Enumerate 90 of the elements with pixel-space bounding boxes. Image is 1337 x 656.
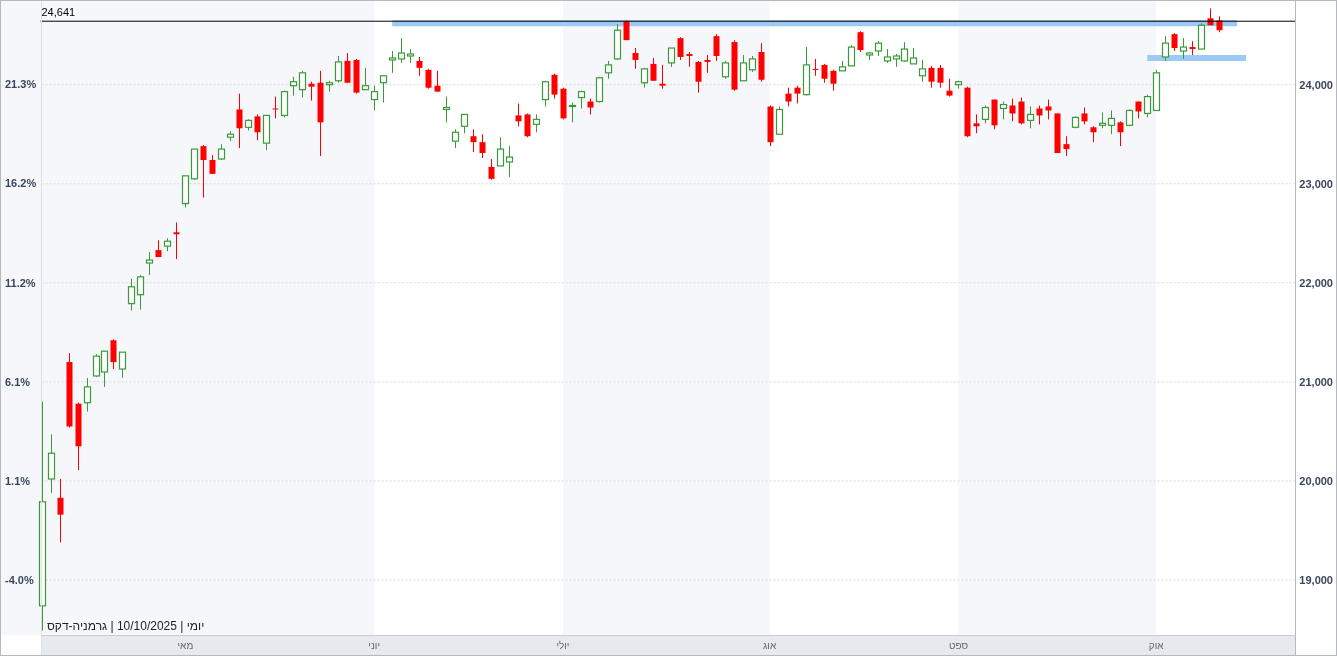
candlestick bbox=[1197, 22, 1206, 50]
candlestick bbox=[209, 154, 216, 175]
candlestick bbox=[57, 478, 64, 543]
x-tick-label: יולי bbox=[556, 640, 570, 651]
y-tick-label: 22,000 bbox=[1299, 276, 1333, 289]
candlestick bbox=[127, 278, 136, 312]
annotation: יומי | 10/10/2025 | גרמניה-דקס bbox=[47, 618, 205, 633]
y2-tick-label: 21.3% bbox=[5, 78, 37, 91]
candlestick bbox=[595, 76, 604, 104]
candlestick bbox=[830, 69, 837, 92]
candlestick bbox=[515, 103, 522, 127]
candlestick bbox=[488, 158, 495, 181]
candlestick bbox=[298, 70, 307, 99]
candlestick bbox=[289, 76, 298, 97]
candlestick bbox=[551, 73, 558, 100]
candlestick bbox=[677, 36, 684, 61]
candlestick bbox=[460, 113, 469, 134]
candlestick bbox=[857, 30, 864, 53]
y-tick-label: 24,000 bbox=[1299, 78, 1333, 91]
candlestick bbox=[847, 44, 856, 67]
y-tick-label: 21,000 bbox=[1299, 375, 1333, 388]
candlestick bbox=[272, 96, 279, 119]
y-tick-label: 19,000 bbox=[1299, 573, 1333, 586]
candlestick bbox=[254, 113, 261, 141]
candlestick bbox=[370, 85, 379, 111]
candlestick bbox=[1179, 37, 1188, 60]
candlestick bbox=[739, 54, 748, 82]
candlestick bbox=[785, 87, 792, 107]
candlestick bbox=[1107, 109, 1116, 135]
candlestick bbox=[937, 64, 944, 89]
candlestick bbox=[1036, 105, 1043, 125]
candlestick bbox=[713, 33, 720, 62]
x-tick-label: אוג bbox=[763, 640, 777, 651]
y-tick-label: 20,000 bbox=[1299, 474, 1333, 487]
candlestick bbox=[280, 90, 289, 118]
candlestick bbox=[434, 70, 441, 93]
candlestick bbox=[397, 37, 406, 64]
y2-tick-label: 11.2% bbox=[5, 276, 36, 289]
y2-tick-label: 16.2% bbox=[5, 177, 37, 190]
y2-tick-label: -4.0% bbox=[5, 573, 34, 586]
candlestick bbox=[928, 65, 935, 89]
candlestick bbox=[388, 50, 397, 74]
candlestick bbox=[1026, 106, 1035, 129]
y2-tick-label: 6.1% bbox=[5, 375, 31, 388]
candlestick bbox=[650, 57, 657, 82]
candlestick bbox=[361, 67, 370, 91]
candlestick bbox=[812, 58, 819, 77]
candlestick bbox=[379, 75, 388, 104]
y2-tick-label: 1.1% bbox=[5, 474, 31, 487]
candlestick bbox=[973, 113, 980, 134]
candlestick bbox=[344, 52, 351, 84]
candlestick bbox=[83, 377, 92, 413]
candlestick bbox=[1063, 135, 1070, 157]
candlestick bbox=[118, 351, 127, 379]
candlestick bbox=[1161, 35, 1170, 62]
candlestick bbox=[308, 81, 315, 102]
candlestick bbox=[667, 47, 676, 68]
candlestick bbox=[918, 59, 927, 83]
candlestick bbox=[524, 112, 531, 138]
candlestick bbox=[695, 60, 702, 94]
candlestick bbox=[451, 128, 460, 149]
candlestick bbox=[1117, 120, 1124, 147]
candlestick bbox=[1143, 94, 1152, 118]
candlestick bbox=[568, 102, 577, 123]
candlestick bbox=[1018, 97, 1025, 125]
y-tick-label: 23,000 bbox=[1299, 177, 1333, 190]
candlestick bbox=[1045, 99, 1052, 120]
candlestick bbox=[505, 145, 514, 178]
candlestick bbox=[236, 93, 243, 149]
candlestick bbox=[110, 338, 117, 370]
candlestick bbox=[334, 55, 343, 84]
candlestick bbox=[425, 68, 432, 90]
candlestick bbox=[145, 251, 154, 276]
candlestick bbox=[496, 136, 505, 167]
x-tick-label: ספט bbox=[948, 640, 969, 651]
x-tick-label: אוק bbox=[1148, 640, 1165, 651]
candlestick bbox=[632, 47, 639, 70]
candlestick bbox=[416, 56, 423, 77]
candlestick bbox=[479, 133, 486, 159]
candlestick bbox=[470, 128, 477, 153]
x-tick-label: יוני bbox=[368, 640, 380, 651]
candlestick bbox=[136, 274, 145, 311]
x-tick-label: מאי bbox=[177, 640, 194, 651]
ref-line-label: 24,641 bbox=[41, 6, 76, 19]
candlestick bbox=[541, 80, 550, 107]
candlestick bbox=[173, 221, 180, 260]
candlestick bbox=[200, 144, 207, 199]
candlestick bbox=[659, 64, 666, 90]
candlestick bbox=[442, 96, 451, 123]
candlestick bbox=[821, 63, 828, 84]
